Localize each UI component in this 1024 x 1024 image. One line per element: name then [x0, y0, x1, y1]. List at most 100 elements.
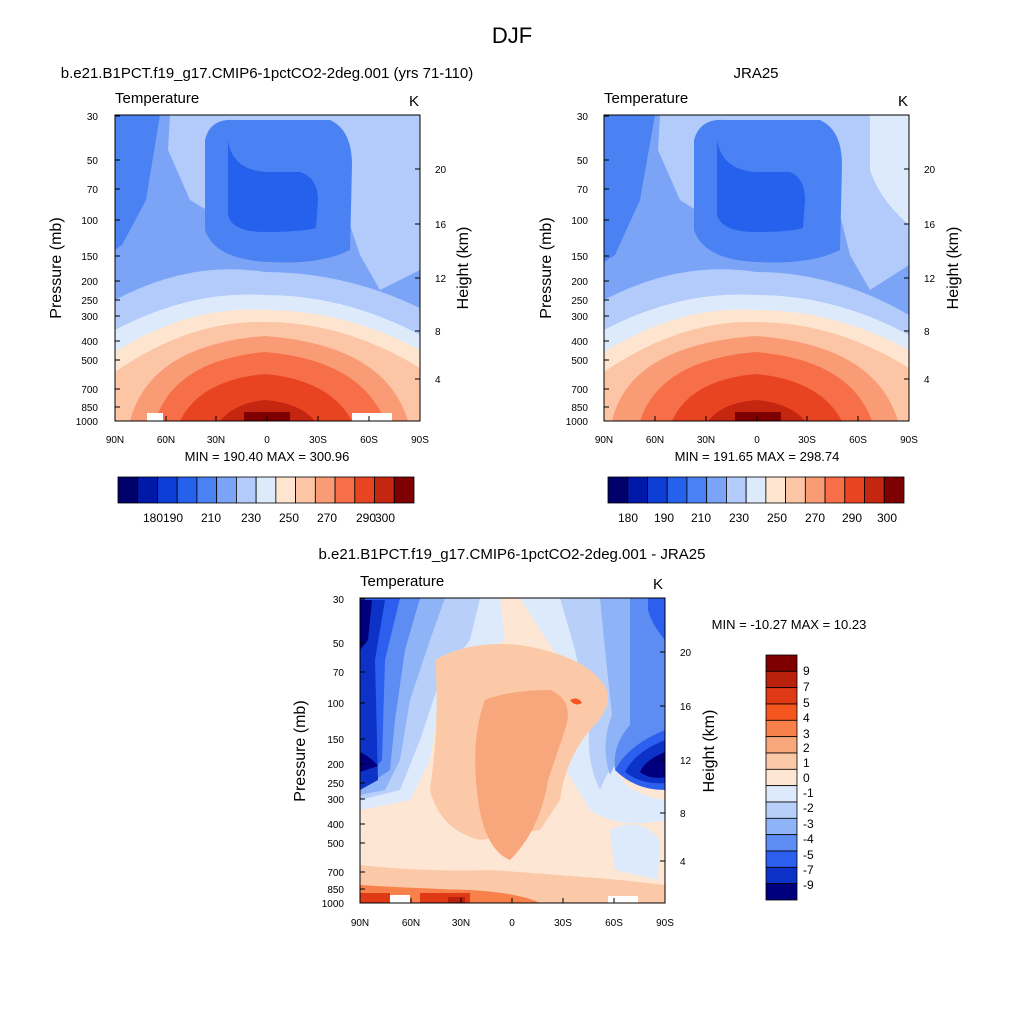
- colorbar-cell: [627, 476, 648, 504]
- height-tick-label: 4: [435, 375, 441, 386]
- colorbar-label: 0: [803, 771, 810, 785]
- height-tick-label: 16: [435, 220, 447, 231]
- colorbar-cell: [765, 670, 798, 689]
- x-tick-label: 60N: [157, 435, 175, 446]
- colorbar-cell: [196, 476, 218, 504]
- y-tick-label: 250: [571, 296, 588, 307]
- height-ticks: 20 16 12 8 4: [680, 648, 692, 868]
- colorbar-label: -4: [803, 832, 814, 846]
- colorbar-label: 2: [803, 741, 810, 755]
- height-ticks: 20 16 12 8 4: [924, 165, 936, 386]
- height-tick-label: 8: [435, 327, 441, 338]
- contour-field: [115, 115, 420, 421]
- field-region-b: [735, 412, 781, 421]
- colorbar-cell: [883, 476, 905, 504]
- field-region-b: [180, 374, 352, 421]
- colorbar-cell: [765, 476, 786, 504]
- colorbar-label: 270: [317, 511, 337, 525]
- colorbar-label: 9: [803, 664, 810, 678]
- x-tick-label: 30N: [697, 435, 715, 446]
- x-tick-label: 60S: [849, 435, 867, 446]
- x-ticks: 90N 60N 30N 0 30S 60S 90S: [351, 918, 674, 929]
- colorbar-cell: [765, 850, 798, 868]
- y-axis-label: Pressure (mb): [538, 217, 555, 318]
- y-tick-label: 200: [81, 277, 98, 288]
- colorbar-label: 4: [803, 711, 810, 725]
- x-tick-label: 0: [509, 918, 515, 929]
- unit-string: K: [409, 93, 419, 110]
- y-tick-label: 150: [571, 252, 588, 263]
- y-tick-label: 850: [81, 403, 98, 414]
- colorbar-label: 190: [163, 511, 183, 525]
- x-tick-marks: [654, 416, 859, 421]
- y-tick-label: 200: [571, 277, 588, 288]
- field-region-a: [360, 600, 385, 790]
- colorbar-cell: [765, 883, 798, 901]
- height-tick-label: 8: [680, 809, 686, 820]
- colorbar-cell: [804, 476, 826, 504]
- masked-region: [352, 413, 392, 421]
- x-tick-label: 90N: [106, 435, 124, 446]
- colorbar-cell: [607, 476, 629, 504]
- colorbar-label: 250: [279, 511, 299, 525]
- colorbar-label: -9: [803, 878, 814, 892]
- colorbar-labels: 9 7 5 4 3 2 1 0 -1 -2 -3 -4 -5 -7 -9: [803, 664, 814, 892]
- x-tick-label: 30S: [554, 918, 572, 929]
- field-region-a: [115, 115, 160, 250]
- x-tick-label: 90S: [900, 435, 918, 446]
- colorbar-cell: [745, 476, 767, 504]
- y-tick-label: 500: [571, 356, 588, 367]
- colorbar-label: 230: [241, 511, 261, 525]
- colorbar-cell: [295, 476, 316, 504]
- colorbar-labels: 180 190 210 230 250 270 290 300: [618, 511, 897, 525]
- colorbar: 180 190 210 230 250 270 290 300: [607, 476, 905, 525]
- colorbar-label: 290: [356, 511, 376, 525]
- y-tick-marks: [115, 115, 420, 408]
- colorbar-cell: [765, 736, 798, 754]
- x-tick-label: 0: [264, 435, 270, 446]
- y-tick-label: 700: [571, 385, 588, 396]
- x-tick-label: 90N: [595, 435, 613, 446]
- field-region-a: [475, 690, 568, 860]
- colorbar-label: 1: [803, 756, 810, 770]
- height-tick-label: 20: [680, 648, 692, 659]
- y-tick-label: 300: [571, 312, 588, 323]
- y-tick-label: 850: [571, 403, 588, 414]
- field-region-a: [604, 115, 655, 262]
- y-axis-label: Pressure (mb): [292, 700, 309, 801]
- x-tick-label: 60S: [360, 435, 378, 446]
- right-axis-label: Height (km): [455, 227, 472, 310]
- y-tick-label: 100: [81, 216, 98, 227]
- y-tick-label: 400: [81, 337, 98, 348]
- y-axis-label: Pressure (mb): [48, 217, 65, 318]
- y-tick-label: 300: [81, 312, 98, 323]
- colorbar-cell: [255, 476, 277, 504]
- colorbar-label: 180: [618, 511, 638, 525]
- y-tick-label: 1000: [322, 899, 345, 910]
- colorbar-cell: [235, 476, 257, 504]
- y-tick-label: 500: [81, 356, 98, 367]
- y-tick-label: 100: [571, 216, 588, 227]
- colorbar-cell: [765, 834, 798, 852]
- x-tick-label: 60N: [646, 435, 664, 446]
- colorbar-cell: [765, 687, 798, 705]
- colorbar-cell: [785, 476, 806, 504]
- y-tick-label: 50: [87, 156, 99, 167]
- left-string: Temperature: [604, 90, 688, 107]
- panel-model: b.e21.B1PCT.f19_g17.CMIP6-1pctCO2-2deg.0…: [48, 65, 473, 525]
- height-tick-label: 12: [680, 756, 692, 767]
- colorbar-label: 290: [842, 511, 862, 525]
- x-tick-label: 30S: [309, 435, 327, 446]
- colorbar-cell: [765, 654, 798, 672]
- y-tick-label: 250: [327, 779, 344, 790]
- y-tick-label: 850: [327, 885, 344, 896]
- panel-title: b.e21.B1PCT.f19_g17.CMIP6-1pctCO2-2deg.0…: [319, 546, 706, 563]
- colorbar-label: 210: [201, 511, 221, 525]
- field-region-b: [360, 600, 372, 650]
- height-tick-label: 4: [680, 857, 686, 868]
- field-region-a: [570, 698, 582, 705]
- field-region-b: [360, 893, 390, 903]
- right-axis-label: Height (km): [701, 710, 718, 793]
- masked-region: [390, 895, 410, 903]
- colorbar-cell: [647, 476, 668, 504]
